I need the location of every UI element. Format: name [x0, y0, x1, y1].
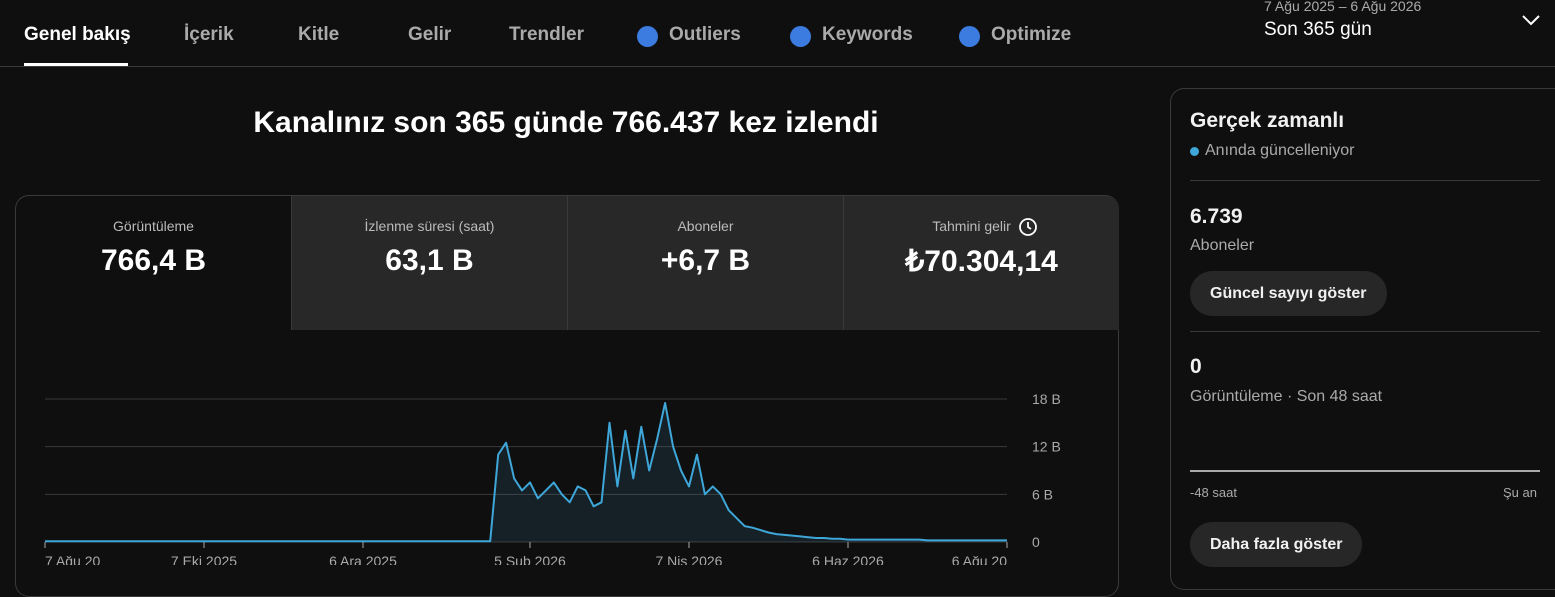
tab-icon: [790, 26, 811, 47]
views-count: 0: [1190, 355, 1202, 378]
tab[interactable]: Kitle: [298, 24, 340, 45]
metric-label: Tahmini gelir: [932, 218, 1011, 234]
tab[interactable]: İçerik: [184, 24, 234, 45]
tab-icon: [959, 26, 980, 47]
tab-indicator: [24, 63, 128, 66]
sparkline-start: -48 saat: [1190, 485, 1237, 500]
metric-tab[interactable]: Aboneler +6,7 B: [567, 196, 843, 330]
metric-value: +6,7 B: [660, 244, 751, 277]
subscriber-count: 6.739: [1190, 205, 1243, 228]
metric-tab[interactable]: Görüntüleme 766,4 B: [16, 196, 291, 330]
date-range-dates: 7 Ağu 2025 – 6 Ağu 2026: [1264, 0, 1422, 14]
line-chart: 0 6 B 12 B 18 B 7 Ağu 20 7 Eki 2025 6 Ara 2025…: [44, 391, 1061, 565]
date-range-label[interactable]: Son 365 gün: [1264, 19, 1372, 40]
divider: [0, 66, 1555, 67]
x-tick-label: 7 Ağu 20: [45, 553, 100, 565]
metric-value: 766,4 B: [100, 244, 207, 277]
line-area: [45, 403, 1007, 542]
live-dot: [1190, 147, 1199, 156]
y-tick-label: 0: [1032, 534, 1040, 550]
x-tick-label: 6 Haz 2026: [812, 553, 884, 565]
metric-value: 63,1 B: [385, 244, 474, 277]
show-more-button[interactable]: Daha fazla göster: [1190, 522, 1363, 567]
tab[interactable]: Optimize: [991, 24, 1072, 45]
metric-tab[interactable]: Tahmini gelir ₺70.304,14: [843, 196, 1119, 330]
tab[interactable]: Outliers: [669, 24, 741, 45]
sparkline-end: Şu an: [1503, 485, 1537, 500]
metric-label: Görüntüleme: [113, 218, 194, 234]
realtime-title: Gerçek zamanlı: [1190, 109, 1345, 132]
dropdown-chevron[interactable]: [1520, 12, 1542, 28]
tab[interactable]: Keywords: [822, 24, 913, 45]
show-count-button[interactable]: Güncel sayıyı göster: [1190, 271, 1387, 316]
x-tick-label: 6 Ağu 20: [952, 553, 1007, 565]
tab[interactable]: Genel bakış: [24, 24, 131, 45]
y-tick-label: 6 B: [1032, 486, 1053, 502]
views-label: Görüntüleme · Son 48 saat: [1190, 388, 1383, 405]
x-tick-label: 6 Ara 2025: [329, 553, 397, 565]
divider: [1190, 180, 1540, 181]
y-tick-label: 12 B: [1032, 439, 1061, 455]
x-tick-label: 5 Şub 2026: [494, 553, 566, 565]
metric-tab[interactable]: İzlenme süresi (saat) 63,1 B: [291, 196, 567, 330]
realtime-status: Anında güncelleniyor: [1205, 142, 1355, 159]
tab[interactable]: Trendler: [509, 24, 584, 45]
y-tick-label: 18 B: [1032, 391, 1061, 407]
x-tick-label: 7 Nis 2026: [656, 553, 723, 565]
realtime-panel: [1170, 88, 1555, 590]
sparkline: [1190, 470, 1540, 472]
divider: [1190, 331, 1540, 332]
tab[interactable]: Gelir: [408, 24, 452, 45]
tab-icon: [637, 26, 658, 47]
x-tick-label: 7 Eki 2025: [171, 553, 237, 565]
metric-value: ₺70.304,14: [905, 245, 1058, 278]
subscriber-label: Aboneler: [1190, 237, 1255, 254]
metric-label: Aboneler: [677, 218, 734, 234]
metric-label: İzlenme süresi (saat): [364, 218, 495, 234]
line-series: [45, 402, 1007, 543]
headline: Kanalınız son 365 günde 766.437 kez izle…: [253, 106, 879, 139]
clock-icon[interactable]: [1018, 217, 1038, 237]
